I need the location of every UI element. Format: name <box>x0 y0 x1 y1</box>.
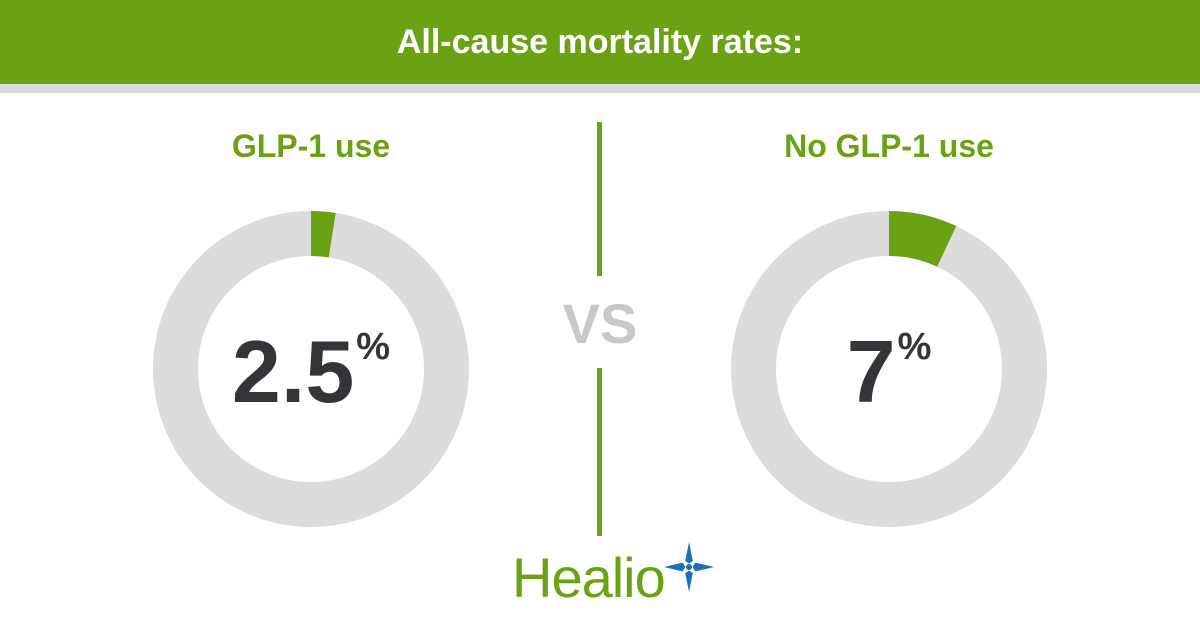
vs-label: VS <box>562 292 638 355</box>
brand-name: Healio <box>512 546 666 609</box>
glp1-use-donut: 2.5 % <box>150 208 472 530</box>
glp1-use-percent-sign: % <box>356 326 391 368</box>
glp1-use-value: 2.5 <box>231 322 355 421</box>
star-icon <box>664 542 714 592</box>
glp1-use-label: GLP-1 use <box>231 128 391 164</box>
glp1-use-rate-arc <box>311 211 336 258</box>
center-divider-top <box>597 122 602 276</box>
center-divider-bottom <box>597 368 602 536</box>
no-glp1-use-value: 7 <box>846 322 896 421</box>
no-glp1-use-percent-sign: % <box>897 326 932 368</box>
no-glp1-use-label: No GLP-1 use <box>784 128 994 164</box>
healio-logo: Healio <box>512 542 722 612</box>
header-divider <box>0 84 1200 93</box>
no-glp1-use-value-group: 7 % <box>728 208 1050 530</box>
no-glp1-use-rate-arc <box>889 211 957 267</box>
no-glp1-use-donut-chart <box>731 211 1047 527</box>
no-glp1-use-donut: 7 % <box>728 208 1050 530</box>
glp1-use-donut-chart <box>153 211 469 527</box>
header-banner: All-cause mortality rates: <box>0 0 1200 84</box>
page-title: All-cause mortality rates: <box>396 22 804 61</box>
glp1-use-value-group: 2.5 % <box>150 208 472 530</box>
